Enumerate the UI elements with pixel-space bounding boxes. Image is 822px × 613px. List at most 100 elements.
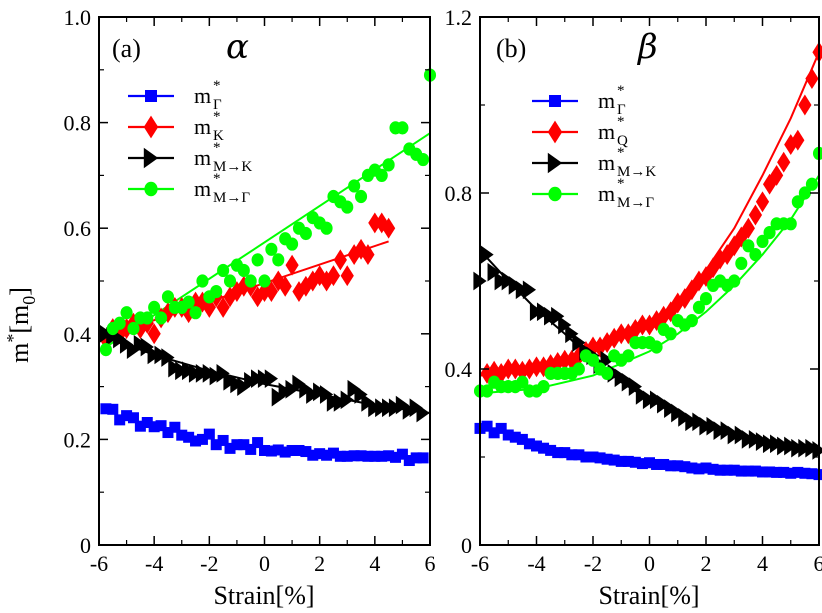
data-point-series-2 xyxy=(755,432,770,451)
data-point-series-3 xyxy=(161,290,175,304)
data-point-series-2 xyxy=(313,382,327,402)
data-point-series-0 xyxy=(286,444,298,456)
data-point-series-2 xyxy=(188,364,203,383)
data-point-series-2 xyxy=(195,364,210,383)
legend-sup-0: * xyxy=(213,78,221,94)
y-tick-label: 0.2 xyxy=(64,427,92,452)
data-point-series-0 xyxy=(651,458,663,470)
x-tick-label: 4 xyxy=(757,551,768,576)
data-point-series-0 xyxy=(531,440,542,452)
data-point-series-0 xyxy=(134,420,146,432)
data-point-series-2 xyxy=(382,398,396,418)
data-point-series-2 xyxy=(333,393,347,412)
data-point-series-0 xyxy=(321,449,333,461)
data-point-series-0 xyxy=(580,451,592,463)
y-tick-label: 0.4 xyxy=(445,357,473,382)
data-point-series-1 xyxy=(770,164,784,186)
x-tick-label: -4 xyxy=(145,551,163,576)
y-tick-label: 1.2 xyxy=(445,5,473,30)
data-point-series-2 xyxy=(762,434,777,454)
data-point-series-1 xyxy=(748,204,763,226)
data-point-series-0 xyxy=(300,446,312,458)
data-point-series-2 xyxy=(798,438,812,458)
data-point-series-3 xyxy=(223,274,237,288)
legend-sub-3: M→Γ xyxy=(213,190,250,206)
legend-sup-2: * xyxy=(213,140,221,156)
data-point-series-2 xyxy=(713,421,727,440)
panel-a-ticks: -6 -4 -2 0 2 4 6 0 0.2 0.4 0.6 0.8 1.0 xyxy=(64,5,436,576)
data-point-series-0 xyxy=(552,447,564,459)
data-point-series-3 xyxy=(341,200,354,214)
legend-label-1: m xyxy=(598,119,615,144)
data-point-series-1 xyxy=(271,270,285,292)
data-point-series-2 xyxy=(621,372,635,392)
data-point-series-2 xyxy=(216,364,230,383)
data-point-series-2 xyxy=(319,385,334,404)
data-point-series-2 xyxy=(649,390,664,410)
y-axis-title-sub: 0 xyxy=(19,296,39,305)
data-point-series-2 xyxy=(642,390,657,410)
data-point-series-3 xyxy=(763,226,776,240)
data-point-series-3 xyxy=(812,146,822,160)
data-point-series-0 xyxy=(771,466,783,478)
legend-sup-3: * xyxy=(213,171,221,187)
x-tick-label: 2 xyxy=(701,551,712,576)
data-point-series-0 xyxy=(196,433,208,445)
data-point-series-0 xyxy=(341,450,353,462)
data-point-series-0 xyxy=(190,435,202,447)
data-point-series-2 xyxy=(536,302,551,322)
data-point-series-0 xyxy=(566,449,578,461)
data-point-series-2 xyxy=(734,425,748,445)
y-axis-title-open: [m xyxy=(5,305,34,334)
data-point-series-1 xyxy=(354,238,368,260)
data-point-series-0 xyxy=(252,437,264,449)
panel-b-ticks: -6 -4 -2 0 2 4 6 0 0.4 0.8 1.2 xyxy=(445,5,822,576)
data-point-series-0 xyxy=(665,460,677,472)
legend-label-2: m xyxy=(598,150,615,175)
data-point-series-3 xyxy=(805,177,818,191)
data-point-series-1 xyxy=(278,275,292,297)
data-point-series-0 xyxy=(114,414,126,426)
data-point-series-3 xyxy=(791,195,804,209)
data-point-series-3 xyxy=(244,274,257,288)
x-tick-label: 0 xyxy=(644,551,655,576)
data-point-series-3 xyxy=(265,242,278,256)
data-point-series-2 xyxy=(501,271,515,291)
data-point-series-0 xyxy=(148,421,160,433)
data-point-series-0 xyxy=(293,444,305,456)
legend-sub-3: M→Γ xyxy=(617,195,654,211)
data-point-series-0 xyxy=(622,455,634,467)
data-point-series-1 xyxy=(755,191,770,213)
data-point-series-2 xyxy=(664,399,678,418)
data-point-series-0 xyxy=(573,449,585,461)
data-point-series-3 xyxy=(354,189,368,204)
data-point-series-2 xyxy=(805,438,819,458)
data-point-series-3 xyxy=(210,284,223,299)
data-point-series-0 xyxy=(778,466,790,478)
data-point-series-0 xyxy=(279,446,291,458)
data-point-series-2 xyxy=(147,345,161,365)
data-point-series-0 xyxy=(601,453,613,465)
panel-a-marks xyxy=(98,68,437,467)
data-point-series-3 xyxy=(728,274,741,288)
data-point-series-0 xyxy=(538,442,550,454)
data-point-series-3 xyxy=(189,306,202,320)
legend-marker-3 xyxy=(144,181,158,197)
data-point-series-3 xyxy=(685,314,698,328)
data-point-series-0 xyxy=(757,466,768,478)
data-point-series-2 xyxy=(361,393,375,412)
data-point-series-3 xyxy=(375,168,388,182)
data-point-series-3 xyxy=(127,321,140,336)
data-point-series-2 xyxy=(182,361,196,381)
panel-b: -6 -4 -2 0 2 4 600.40.81.2 (b) β m Γ*m Q*m M→K*m M… xyxy=(445,5,822,610)
y-tick-label: 0.8 xyxy=(64,111,92,136)
data-point-series-2 xyxy=(175,361,189,381)
data-point-series-2 xyxy=(558,315,572,335)
data-point-series-1 xyxy=(635,314,650,336)
y-tick-label: 0.6 xyxy=(64,216,92,241)
data-point-series-0 xyxy=(707,463,719,475)
data-point-series-1 xyxy=(777,151,791,173)
data-point-series-2 xyxy=(354,385,368,404)
data-point-series-2 xyxy=(264,369,278,389)
